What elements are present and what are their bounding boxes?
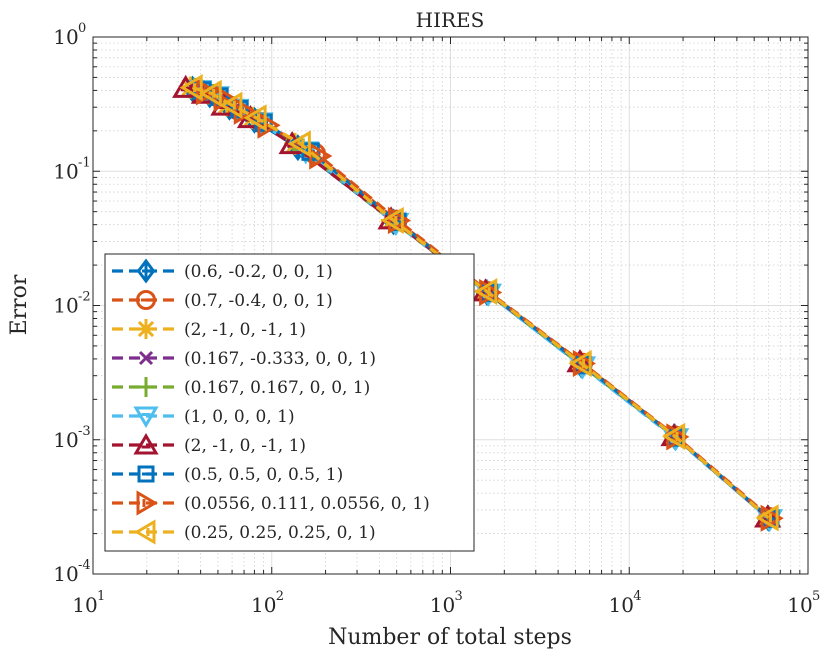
legend-marker: [136, 490, 158, 516]
data-point-outline: [172, 74, 200, 98]
x-tick-label: 10: [787, 593, 812, 617]
x-tick-label: 10: [609, 593, 634, 617]
legend-marker: [137, 465, 155, 483]
legend-marker: [138, 350, 154, 366]
legend-marker-outline: [133, 433, 159, 455]
data-point-outline: [474, 277, 498, 306]
data-point: [287, 130, 311, 158]
x-tick-exponent: 4: [633, 589, 641, 604]
legend-entry-3: (2, -1, 0, -1, 1): [112, 319, 306, 340]
data-point-outline: [755, 504, 779, 532]
legend-entry-6: (1, 0, 0, 0, 1): [112, 406, 295, 428]
legend-entry-9: (0.0556, 0.111, 0.0556, 0, 1): [112, 490, 430, 516]
series-layer: [172, 73, 784, 533]
chart-title: HIRES: [416, 8, 485, 32]
legend-marker: [134, 519, 156, 545]
data-point: [568, 349, 592, 378]
data-point: [219, 91, 243, 119]
legend-marker-outline: [136, 290, 156, 310]
y-tick-label: 10: [53, 562, 78, 586]
series-10: [179, 73, 779, 532]
y-tick-label: 10: [53, 294, 78, 318]
legend-entry-5: (0.167, 0.167, 0, 0, 1): [112, 377, 370, 398]
data-point: [179, 73, 203, 102]
ticks: 10 1 10 2 10 3 10 4 10 510 010 -110 -210 -310 -4: [53, 21, 820, 617]
data-point-outline: [243, 104, 267, 132]
x-tick-label: 10: [72, 593, 97, 617]
y-tick-exponent: -2: [78, 290, 91, 305]
data-point: [198, 79, 222, 108]
legend-entry-7: (2, -1, 0, -1, 1): [112, 433, 306, 456]
y-tick-label: 10: [53, 159, 78, 183]
legend-label: (0.167, 0.167, 0, 0, 1): [184, 378, 370, 398]
legend-label: (0.167, -0.333, 0, 0, 1): [184, 349, 376, 369]
data-point-outline: [219, 91, 243, 119]
legend-label: (0.0556, 0.111, 0.0556, 0, 1): [184, 494, 430, 514]
y-tick-exponent: -3: [78, 424, 91, 439]
x-tick-exponent: 1: [97, 589, 105, 604]
y-tick-exponent: 0: [78, 21, 86, 36]
data-point-outline: [233, 97, 257, 125]
x-tick-exponent: 2: [276, 589, 284, 604]
legend-marker: [136, 290, 156, 310]
data-point-outline: [662, 422, 686, 450]
data-point: [755, 504, 779, 532]
legend-entry-10: (0.25, 0.25, 0.25, 0, 1): [112, 519, 376, 545]
legend-label: (0.6, -0.2, 0, 0, 1): [184, 262, 333, 282]
legend-marker-outline: [136, 490, 158, 516]
y-tick-label: 10: [53, 25, 78, 49]
data-point-outline: [198, 79, 222, 108]
x-tick-label: 10: [430, 593, 455, 617]
legend-marker-outline: [134, 519, 156, 545]
x-tick-label: 10: [251, 593, 276, 617]
legend-marker-stroke: [138, 350, 154, 366]
legend-entry-1: (0.6, -0.2, 0, 0, 1): [112, 258, 333, 284]
data-point: [380, 206, 404, 235]
y-tick-exponent: -1: [78, 155, 91, 170]
legend-marker-outline: [133, 406, 159, 428]
legend-entry-4: (0.167, -0.333, 0, 0, 1): [112, 349, 376, 369]
y-tick-label: 10: [53, 428, 78, 452]
legend-marker: [136, 319, 156, 339]
y-axis-label: Error: [7, 274, 32, 335]
data-point-outline: [287, 130, 311, 158]
legend-label: (0.25, 0.25, 0.25, 0, 1): [184, 523, 376, 543]
legend-label: (0.5, 0.5, 0, 0.5, 1): [184, 465, 343, 485]
legend-label: (2, -1, 0, -1, 1): [184, 436, 306, 456]
legend-marker-stroke: [137, 320, 155, 338]
y-tick-exponent: -4: [78, 558, 91, 573]
legend-label: (2, -1, 0, -1, 1): [184, 320, 306, 340]
legend-marker: [136, 258, 156, 284]
data-point: [243, 104, 267, 132]
data-point: [662, 422, 686, 450]
legend-marker-outline: [137, 465, 155, 483]
data-point-outline: [568, 349, 592, 378]
legend-marker: [136, 377, 156, 397]
legend-marker: [133, 406, 159, 428]
data-point: [474, 277, 498, 306]
legend: (0.6, -0.2, 0, 0, 1) (0.7, -0.4, 0, 0, 1)…: [104, 253, 475, 552]
legend-label: (0.7, -0.4, 0, 0, 1): [184, 291, 333, 311]
legend-marker: [133, 433, 159, 455]
x-axis-label: Number of total steps: [328, 625, 572, 650]
x-tick-exponent: 5: [812, 589, 820, 604]
legend-entry-8: (0.5, 0.5, 0, 0.5, 1): [112, 465, 343, 485]
data-point-outline: [380, 206, 404, 235]
x-tick-exponent: 3: [455, 589, 463, 604]
data-point-outline: [387, 206, 412, 235]
legend-label: (1, 0, 0, 0, 1): [184, 407, 295, 427]
data-point-outline: [179, 73, 203, 102]
legend-entry-2: (0.7, -0.4, 0, 0, 1): [112, 290, 333, 311]
